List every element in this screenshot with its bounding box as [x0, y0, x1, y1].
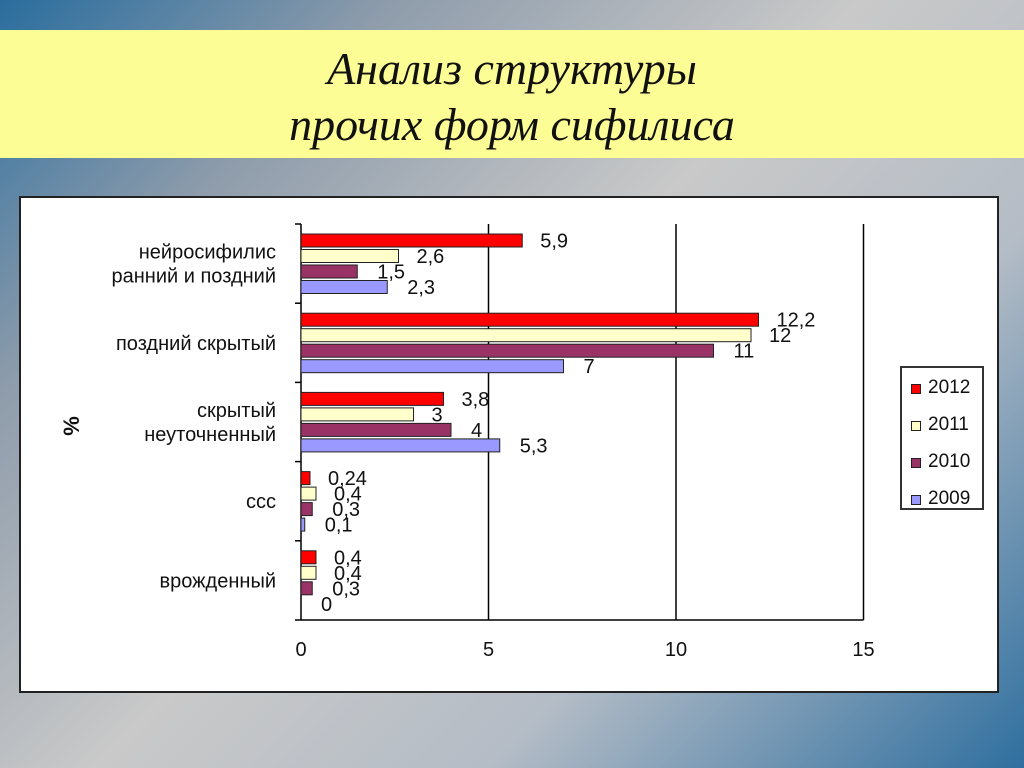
category-label: поздний скрытый — [116, 333, 276, 355]
data-label-2012: 12,2 — [777, 310, 816, 332]
legend-label: 2009 — [928, 488, 971, 509]
x-tick-label: 10 — [665, 639, 687, 661]
data-label-2009: 7 — [584, 356, 595, 378]
y-axis-label: % — [59, 416, 84, 436]
data-label-2009: 0 — [321, 594, 332, 616]
data-label-2012: 0,4 — [334, 547, 362, 569]
data-label-2011: 0,4 — [334, 484, 362, 506]
legend-swatch — [911, 384, 921, 394]
category-label: скрытый — [197, 400, 276, 422]
category-label: врожденный — [160, 570, 276, 592]
category-label: нейросифилис — [139, 242, 276, 264]
legend-swatch — [911, 495, 921, 505]
bar-2011 — [300, 407, 414, 422]
bar-2012 — [300, 312, 759, 327]
data-label-2010: 0,3 — [332, 499, 360, 521]
bar-2012 — [300, 550, 317, 565]
slide-title-line-1: Анализ структуры — [327, 43, 697, 94]
category-label: ссс — [246, 491, 276, 513]
x-tick-label: 5 — [483, 639, 494, 661]
data-label-2010: 0,3 — [332, 578, 360, 600]
data-label-2010: 4 — [471, 420, 482, 442]
data-label-2009: 0,1 — [325, 515, 353, 537]
legend-swatch — [911, 458, 921, 468]
legend-label: 2010 — [928, 451, 971, 472]
bar-2010 — [300, 264, 358, 279]
chart-frame: 0 5 10 15% нейросифилис ранний и поздний поздн… — [19, 196, 999, 693]
data-label-2012: 0,24 — [328, 468, 367, 490]
category-label: ранний и поздний — [112, 266, 276, 288]
bar-2011 — [300, 565, 317, 580]
bar-2009 — [300, 280, 388, 294]
data-label-2011: 0,4 — [334, 563, 362, 585]
slide-title-line-2: прочих форм сифилиса — [289, 99, 735, 150]
legend-label: 2011 — [928, 414, 969, 435]
chart-legend: 2012 2011 2010 2009 — [900, 366, 984, 510]
legend-item-2009: 2009 — [902, 489, 982, 509]
data-label-2010: 11 — [734, 341, 755, 363]
data-label-2011: 3 — [432, 404, 443, 426]
bar-2010 — [300, 343, 714, 358]
legend-item-2012: 2012 — [902, 378, 982, 398]
legend-swatch — [911, 421, 921, 431]
legend-label: 2012 — [928, 377, 971, 398]
bar-2012 — [300, 233, 523, 248]
bar-2012 — [300, 471, 311, 486]
bar-2011 — [300, 328, 752, 343]
data-label-2011: 2,6 — [417, 246, 445, 268]
title-band: Анализ структуры прочих форм сифилиса — [0, 30, 1024, 158]
legend-item-2011: 2011 — [902, 415, 982, 435]
bar-2010 — [300, 422, 452, 437]
data-label-2012: 3,8 — [462, 389, 490, 411]
bar-2010 — [300, 502, 313, 517]
x-tick-label: 15 — [852, 639, 874, 661]
bar-2009 — [300, 438, 501, 453]
bar-2011 — [300, 249, 399, 263]
legend-item-2010: 2010 — [902, 452, 982, 472]
bar-2011 — [300, 486, 317, 501]
bar-2009 — [300, 517, 306, 532]
data-label-2012: 5,9 — [540, 231, 568, 253]
data-label-2009: 5,3 — [520, 435, 548, 457]
data-label-2010: 1,5 — [377, 262, 405, 284]
category-label: неуточненный — [144, 424, 276, 446]
x-tick-label: 0 — [295, 639, 306, 661]
bar-2010 — [300, 581, 313, 596]
bar-2012 — [300, 391, 444, 406]
bar-2009 — [300, 359, 564, 374]
data-label-2009: 2,3 — [407, 277, 435, 299]
data-label-2011: 12 — [769, 325, 791, 347]
